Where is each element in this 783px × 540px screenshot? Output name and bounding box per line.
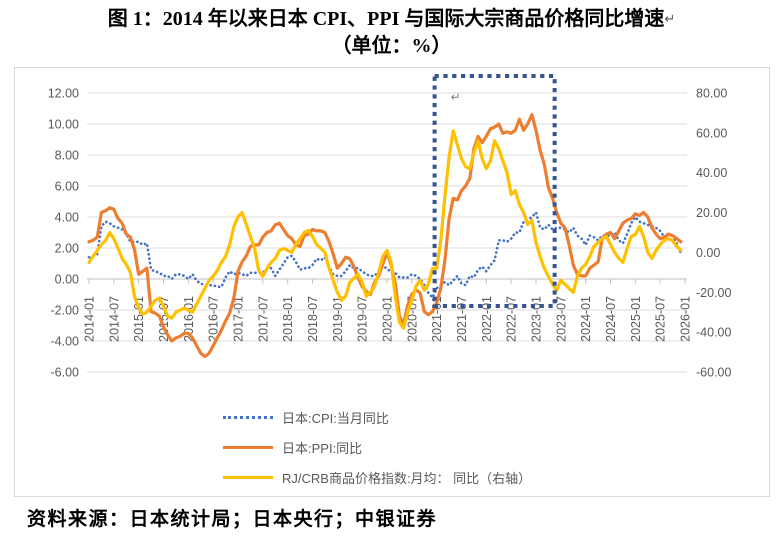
left-axis-tick-label: 10.00 bbox=[48, 118, 79, 132]
x-axis-tick-label: 2019-07 bbox=[356, 296, 370, 342]
x-axis-tick-label: 2014-07 bbox=[107, 296, 121, 342]
legend-item-crb: RJ/CRB商品价格指数:月均： 同比（右轴） bbox=[223, 462, 531, 492]
x-axis-tick-label: 2022-01 bbox=[480, 296, 494, 342]
annotation-return-mark: ↵ bbox=[451, 90, 461, 104]
chart-legend: 日本:CPI:当月同比 日本:PPI:同比 RJ/CRB商品价格指数:月均： 同比（… bbox=[223, 402, 531, 492]
x-axis-tick-label: 2017-01 bbox=[232, 296, 246, 342]
highlight-box-annotation bbox=[432, 74, 557, 308]
x-axis-tick-label: 2014-01 bbox=[83, 296, 97, 342]
x-axis-tick-label: 2024-01 bbox=[579, 296, 593, 342]
right-axis-tick-label: 80.00 bbox=[696, 87, 727, 101]
figure-title-unit: （单位：%） bbox=[331, 35, 452, 57]
x-axis-tick-label: 2026-01 bbox=[679, 296, 693, 342]
right-axis-tick-label: -20.00 bbox=[696, 286, 731, 300]
x-axis-tick-label: 2023-01 bbox=[530, 296, 544, 342]
left-axis-tick-label: 4.00 bbox=[55, 211, 79, 225]
x-axis-tick-label: 2023-07 bbox=[554, 296, 568, 342]
x-axis-tick-label: 2015-07 bbox=[157, 296, 171, 342]
right-axis-tick-label: -60.00 bbox=[696, 366, 731, 380]
x-axis-tick-label: 2016-07 bbox=[207, 296, 221, 342]
right-axis-tick-label: -40.00 bbox=[696, 326, 731, 340]
figure-title-text: 图 1：2014 年以来日本 CPI、PPI 与国际大宗商品价格同比增速 bbox=[107, 8, 665, 30]
left-axis-tick-label: 0.00 bbox=[55, 273, 79, 287]
figure-title-block: 图 1：2014 年以来日本 CPI、PPI 与国际大宗商品价格同比增速↵ （单… bbox=[0, 5, 783, 60]
x-axis-tick-label: 2019-01 bbox=[331, 296, 345, 342]
left-axis-tick-label: 12.00 bbox=[48, 87, 79, 101]
x-axis-tick-label: 2017-07 bbox=[256, 296, 270, 342]
x-axis-tick-label: 2021-07 bbox=[455, 296, 469, 342]
x-axis-tick-label: 2024-07 bbox=[604, 296, 618, 342]
x-axis-tick-label: 2025-01 bbox=[629, 296, 643, 342]
series-line-crb bbox=[87, 129, 683, 330]
legend-item-cpi: 日本:CPI:当月同比 bbox=[223, 402, 531, 432]
legend-label-cpi: 日本:CPI:当月同比 bbox=[282, 410, 389, 426]
line-chart-svg: 2014-01 2014-07 2015-01 2015-07 2016-01 2016-… bbox=[48, 74, 731, 380]
series-line-cpi bbox=[87, 211, 683, 299]
x-axis-tick-label: 2020-01 bbox=[381, 296, 395, 342]
x-axis-tick-label: 2025-07 bbox=[654, 296, 668, 342]
legend-label-ppi: 日本:PPI:同比 bbox=[282, 440, 363, 456]
figure-title-line1: 图 1：2014 年以来日本 CPI、PPI 与国际大宗商品价格同比增速↵ bbox=[0, 5, 783, 33]
left-axis-tick-label: -6.00 bbox=[51, 366, 80, 380]
paragraph-return-mark: ↵ bbox=[664, 11, 676, 26]
source-note: 资料来源：日本统计局；日本央行；中银证券 bbox=[27, 509, 438, 530]
x-axis-tick-label: 2018-07 bbox=[306, 296, 320, 342]
right-axis-tick-label: 0.00 bbox=[696, 246, 720, 260]
left-axis-tick-label: 2.00 bbox=[55, 242, 79, 256]
left-axis-tick-label: -4.00 bbox=[51, 335, 80, 349]
left-axis-tick-label: 8.00 bbox=[55, 149, 79, 163]
x-axis-tick-label: 2015-01 bbox=[132, 296, 146, 342]
x-axis-tick-label: 2022-07 bbox=[505, 296, 519, 342]
legend-line-sample-crb bbox=[223, 475, 273, 479]
legend-line-sample-ppi bbox=[223, 445, 273, 449]
left-axis-tick-label: -2.00 bbox=[51, 304, 80, 318]
right-axis-tick-label: 40.00 bbox=[696, 166, 727, 180]
legend-label-crb: RJ/CRB商品价格指数:月均： 同比（右轴） bbox=[282, 470, 532, 486]
left-axis-tick-label: 6.00 bbox=[55, 180, 79, 194]
legend-item-ppi: 日本:PPI:同比 bbox=[223, 432, 531, 462]
x-axis-tick-label: 2018-01 bbox=[281, 296, 295, 342]
legend-line-sample-cpi bbox=[223, 415, 273, 419]
series-line-ppi bbox=[87, 113, 683, 359]
right-axis-tick-label: 60.00 bbox=[696, 126, 727, 140]
chart-area: 2014-01 2014-07 2015-01 2015-07 2016-01 2016-… bbox=[14, 67, 770, 497]
right-axis-tick-label: 20.00 bbox=[696, 206, 727, 220]
